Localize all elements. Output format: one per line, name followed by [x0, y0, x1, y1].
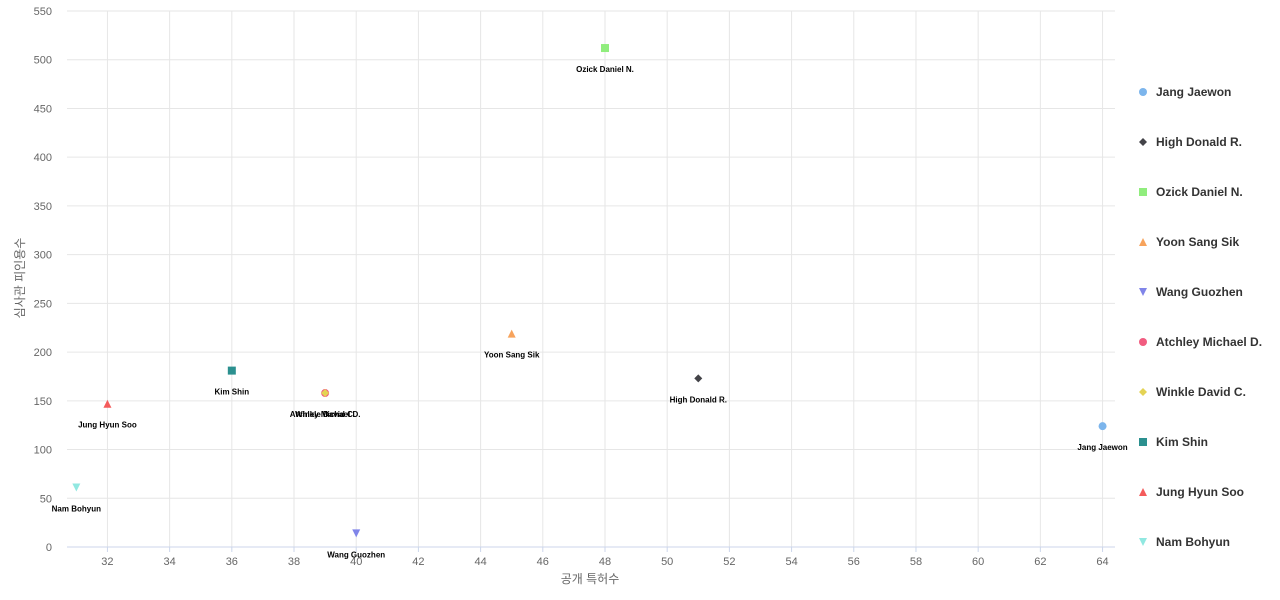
legend-symbol — [1139, 388, 1147, 396]
legend-symbol — [1139, 88, 1147, 96]
x-tick-label: 58 — [910, 556, 922, 568]
legend-item: Kim Shin — [1139, 435, 1208, 449]
y-tick-label: 200 — [34, 347, 52, 359]
x-tick-label: 56 — [848, 556, 860, 568]
legend-label: Atchley Michael D. — [1156, 335, 1262, 349]
data-point — [321, 389, 330, 398]
data-label: High Donald R. — [670, 395, 727, 404]
legend: Jang Jaewon High Donald R. Ozick Daniel N.… — [1139, 85, 1262, 549]
legend-symbol — [1139, 338, 1147, 346]
x-tick-label: 36 — [226, 556, 238, 568]
y-tick-label: 0 — [46, 542, 52, 554]
legend-item: Yoon Sang Sik — [1139, 235, 1239, 249]
y-tick-label: 150 — [34, 396, 52, 408]
legend-symbol — [1139, 288, 1147, 296]
x-tick-label: 50 — [661, 556, 673, 568]
y-axis-title: 심사관 피인용수 — [13, 238, 27, 319]
data-label: Wang Guozhen — [327, 550, 385, 559]
data-point — [352, 529, 361, 538]
data-label: Ozick Daniel N. — [576, 65, 634, 74]
x-tick-label: 60 — [972, 556, 984, 568]
y-tick-label: 400 — [34, 152, 52, 164]
y-tick-label: 50 — [40, 493, 52, 505]
x-tick-label: 64 — [1096, 556, 1108, 568]
legend-label: Jang Jaewon — [1156, 85, 1231, 99]
y-tick-label: 300 — [34, 250, 52, 262]
data-label: Yoon Sang Sik — [484, 351, 540, 360]
legend-label: High Donald R. — [1156, 135, 1242, 149]
x-tick-label: 54 — [785, 556, 797, 568]
x-tick-label: 44 — [474, 556, 486, 568]
legend-item: Winkle David C. — [1139, 385, 1246, 399]
data-point — [72, 483, 81, 492]
y-tick-label: 500 — [34, 55, 52, 67]
x-axis-title: 공개 특허수 — [561, 572, 620, 586]
legend-item: Atchley Michael D. — [1139, 335, 1262, 349]
legend-label: Winkle David C. — [1156, 385, 1246, 399]
data-label: Jung Hyun Soo — [78, 421, 137, 430]
legend-symbol — [1139, 538, 1147, 546]
y-tick-label: 350 — [34, 201, 52, 213]
legend-label: Jung Hyun Soo — [1156, 485, 1244, 499]
legend-symbol — [1139, 238, 1147, 246]
legend-label: Kim Shin — [1156, 435, 1208, 449]
legend-item: High Donald R. — [1139, 135, 1242, 149]
data-label: Atchley Michael D. — [290, 410, 361, 419]
y-tick-label: 250 — [34, 298, 52, 310]
legend-label: Nam Bohyun — [1156, 535, 1230, 549]
x-tick-label: 46 — [537, 556, 549, 568]
legend-label: Ozick Daniel N. — [1156, 185, 1243, 199]
axis-layer: 0 50 100 150 200 250 300 350 400 450 500 550 32 34 36 3… — [34, 6, 1115, 568]
data-point — [600, 44, 609, 53]
legend-item: Wang Guozhen — [1139, 285, 1243, 299]
data-point — [1098, 422, 1107, 431]
legend-item: Ozick Daniel N. — [1139, 185, 1243, 199]
grid-layer — [67, 10, 1115, 548]
legend-item: Jang Jaewon — [1139, 85, 1231, 99]
y-tick-label: 450 — [34, 103, 52, 115]
legend-item: Nam Bohyun — [1139, 535, 1230, 549]
x-tick-label: 62 — [1034, 556, 1046, 568]
data-label: Jang Jaewon — [1077, 443, 1127, 452]
legend-label: Wang Guozhen — [1156, 285, 1243, 299]
point-labels-layer: Jang Jaewon High Donald R. Ozick Daniel N.… — [52, 65, 1128, 559]
data-label: Kim Shin — [214, 388, 249, 397]
y-tick-label: 100 — [34, 445, 52, 457]
points-layer — [72, 44, 1107, 538]
legend-label: Yoon Sang Sik — [1156, 235, 1239, 249]
data-point — [694, 374, 703, 383]
legend-symbol — [1139, 188, 1147, 196]
x-tick-label: 40 — [350, 556, 362, 568]
x-tick-label: 48 — [599, 556, 611, 568]
x-tick-label: 52 — [723, 556, 735, 568]
data-point — [103, 399, 112, 408]
x-tick-label: 32 — [101, 556, 113, 568]
data-point — [227, 366, 236, 375]
data-point — [507, 329, 516, 338]
legend-symbol — [1139, 138, 1147, 146]
legend-symbol — [1139, 438, 1147, 446]
y-tick-label: 550 — [34, 6, 52, 18]
legend-symbol — [1139, 488, 1147, 496]
legend-item: Jung Hyun Soo — [1139, 485, 1244, 499]
data-label: Winkle David C. — [295, 410, 355, 419]
x-tick-label: 42 — [412, 556, 424, 568]
data-label: Nam Bohyun — [52, 505, 101, 514]
x-tick-label: 34 — [163, 556, 175, 568]
x-tick-label: 38 — [288, 556, 300, 568]
